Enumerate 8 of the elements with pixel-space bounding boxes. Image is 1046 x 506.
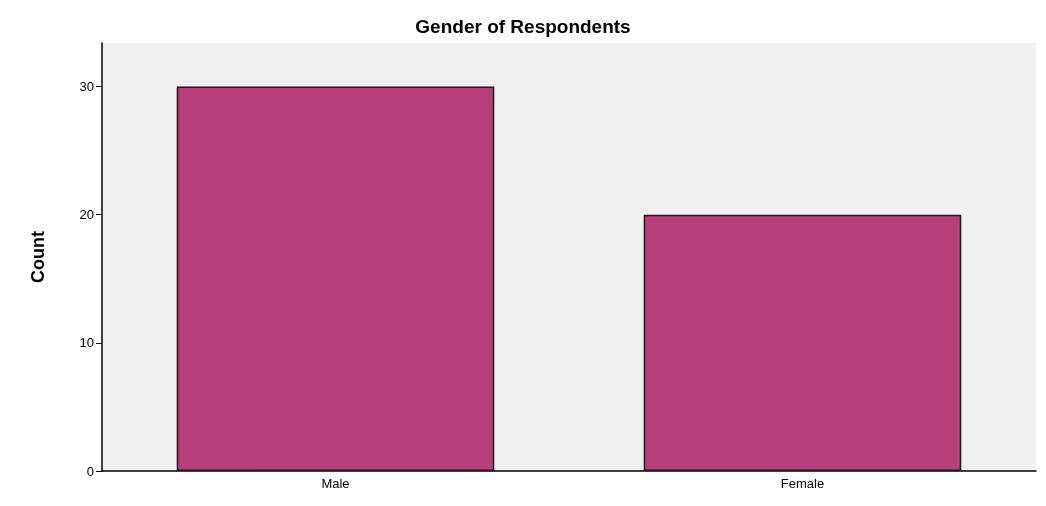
y-tick-label: 30 [79, 79, 94, 95]
x-tick-label: Female [780, 476, 825, 491]
y-tick-label: 0 [86, 463, 94, 479]
y-axis-title: Count [28, 231, 48, 283]
x-tick-label: Male [321, 476, 350, 491]
chart-title: Gender of Respondents [415, 16, 631, 37]
y-tick-label: 10 [79, 335, 94, 351]
y-tick-label: 20 [79, 207, 94, 223]
